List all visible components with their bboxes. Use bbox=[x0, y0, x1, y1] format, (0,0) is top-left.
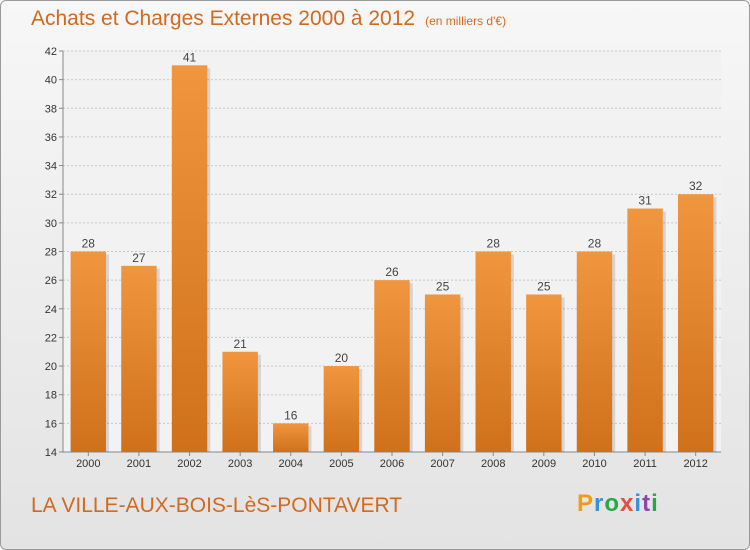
x-tick-label: 2000 bbox=[76, 458, 100, 470]
y-tick-label: 42 bbox=[45, 46, 57, 58]
x-tick-label: 2008 bbox=[481, 458, 505, 470]
x-tick-label: 2002 bbox=[177, 458, 201, 470]
bar-value-label: 21 bbox=[233, 337, 247, 351]
x-tick-label: 2003 bbox=[228, 458, 252, 470]
bar-value-label: 26 bbox=[385, 265, 399, 279]
town-name: LA VILLE-AUX-BOIS-LèS-PONTAVERT bbox=[31, 494, 403, 517]
bar-value-label: 27 bbox=[132, 251, 146, 265]
logo-letter: i bbox=[651, 490, 659, 517]
x-tick-label: 2009 bbox=[532, 458, 556, 470]
bar bbox=[576, 251, 613, 452]
bar-value-label: 28 bbox=[588, 237, 602, 251]
bar bbox=[526, 294, 562, 452]
bar bbox=[273, 423, 309, 452]
y-tick-label: 30 bbox=[45, 218, 57, 230]
bar-value-label: 16 bbox=[284, 408, 298, 422]
bar bbox=[70, 251, 107, 452]
bar bbox=[121, 265, 157, 452]
bar-value-label: 25 bbox=[436, 279, 450, 293]
bar bbox=[374, 280, 410, 452]
bar bbox=[627, 208, 663, 452]
bar-value-label: 41 bbox=[183, 50, 197, 64]
x-tick-label: 2004 bbox=[279, 458, 303, 470]
logo-letter: o bbox=[604, 490, 621, 517]
bar bbox=[323, 366, 360, 452]
bar-value-label: 31 bbox=[638, 194, 652, 208]
chart-subtitle: (en milliers d'€) bbox=[425, 14, 507, 28]
bar-value-label: 28 bbox=[487, 237, 501, 251]
bar bbox=[222, 351, 258, 452]
chart-title: Achats et Charges Externes 2000 à 2012 (e… bbox=[31, 7, 506, 31]
y-tick-label: 24 bbox=[45, 304, 57, 316]
chart-title-text: Achats et Charges Externes 2000 à 2012 bbox=[31, 7, 416, 30]
bar bbox=[475, 251, 511, 452]
x-tick-label: 2010 bbox=[582, 458, 606, 470]
logo-letter: i bbox=[634, 490, 643, 517]
y-tick-label: 18 bbox=[45, 390, 57, 402]
logo-letter: t bbox=[642, 490, 652, 517]
y-tick-label: 32 bbox=[45, 189, 57, 201]
y-tick-label: 40 bbox=[45, 75, 57, 87]
bar-value-label: 20 bbox=[335, 351, 349, 365]
logo-letter: x bbox=[620, 490, 635, 517]
bar-value-label: 32 bbox=[689, 179, 703, 193]
y-tick-label: 16 bbox=[45, 418, 57, 430]
logo-letter: r bbox=[594, 490, 605, 517]
x-tick-label: 2001 bbox=[127, 458, 151, 470]
y-tick-label: 20 bbox=[45, 361, 57, 373]
x-tick-label: 2011 bbox=[633, 458, 657, 470]
logo-letter: P bbox=[577, 490, 595, 517]
bar-value-label: 25 bbox=[537, 279, 551, 293]
y-tick-label: 28 bbox=[45, 247, 57, 259]
y-tick-label: 38 bbox=[45, 103, 57, 115]
y-tick-label: 36 bbox=[45, 132, 57, 144]
y-tick-label: 34 bbox=[45, 161, 57, 173]
x-tick-label: 2007 bbox=[430, 458, 454, 470]
bar bbox=[424, 294, 461, 452]
bar bbox=[171, 65, 208, 453]
x-tick-label: 2012 bbox=[683, 458, 707, 470]
y-tick-label: 26 bbox=[45, 275, 57, 287]
bar-value-label: 28 bbox=[82, 237, 96, 251]
x-tick-label: 2006 bbox=[380, 458, 404, 470]
y-tick-label: 14 bbox=[45, 447, 57, 459]
y-tick-label: 22 bbox=[45, 332, 57, 344]
proxiti-logo: Proxiti bbox=[577, 490, 659, 518]
bar bbox=[677, 194, 714, 452]
x-tick-label: 2005 bbox=[329, 458, 353, 470]
